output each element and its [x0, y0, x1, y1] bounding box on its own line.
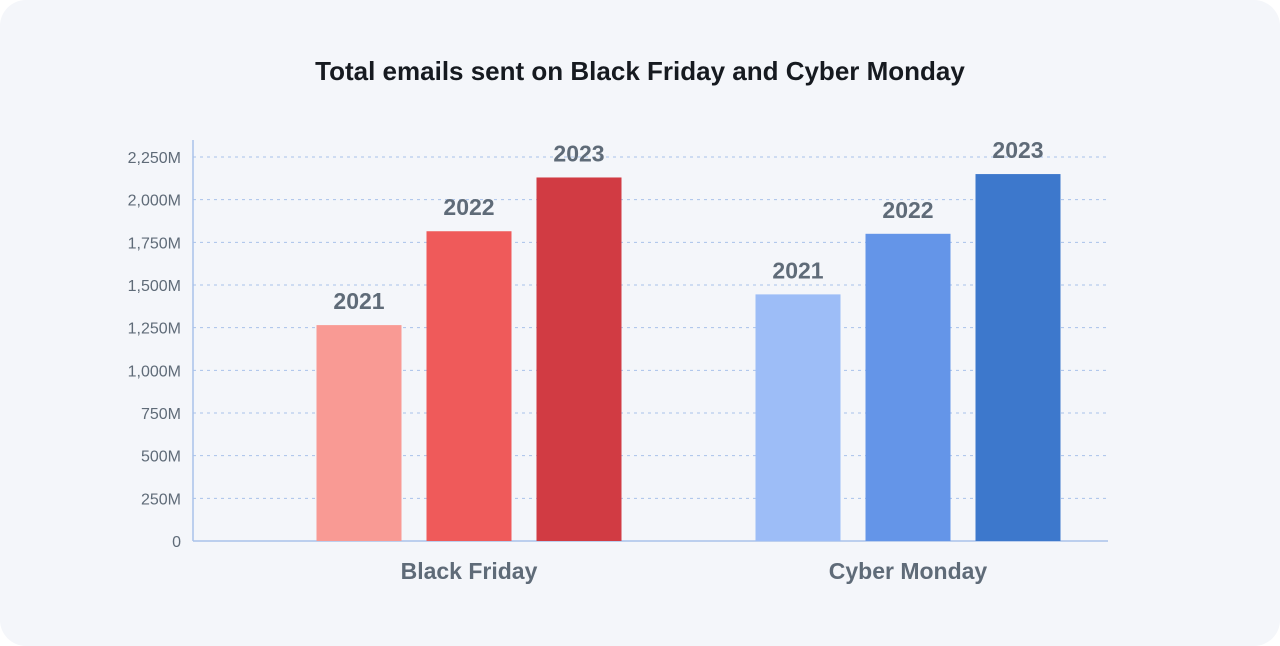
x-category-label: Cyber Monday: [829, 558, 988, 584]
bar: [316, 325, 402, 541]
bar-label: 2021: [333, 288, 384, 314]
y-tick-label: 750M: [141, 406, 181, 423]
bar: [426, 231, 512, 542]
bar-label: 2023: [553, 140, 604, 166]
y-tick-label: 1,250M: [128, 321, 181, 338]
bar: [536, 177, 622, 542]
y-tick-label: 1,750M: [128, 235, 181, 252]
y-tick-label: 1,500M: [128, 278, 181, 295]
bar-label: 2022: [882, 197, 933, 223]
y-tick-label: 0: [172, 534, 181, 551]
bar: [865, 233, 951, 542]
bar-label: 2023: [992, 137, 1043, 163]
y-tick-label: 1,000M: [128, 363, 181, 380]
y-tick-label: 2,000M: [128, 193, 181, 210]
bar-label: 2021: [772, 257, 823, 283]
y-tick-label: 250M: [141, 491, 181, 508]
bar: [755, 294, 841, 541]
y-tick-label: 2,250M: [128, 150, 181, 167]
x-category-label: Black Friday: [401, 558, 538, 584]
y-tick-label: 500M: [141, 449, 181, 466]
chart-title: Total emails sent on Black Friday and Cy…: [315, 56, 965, 86]
bar-label: 2022: [443, 194, 494, 220]
bar: [975, 174, 1061, 542]
